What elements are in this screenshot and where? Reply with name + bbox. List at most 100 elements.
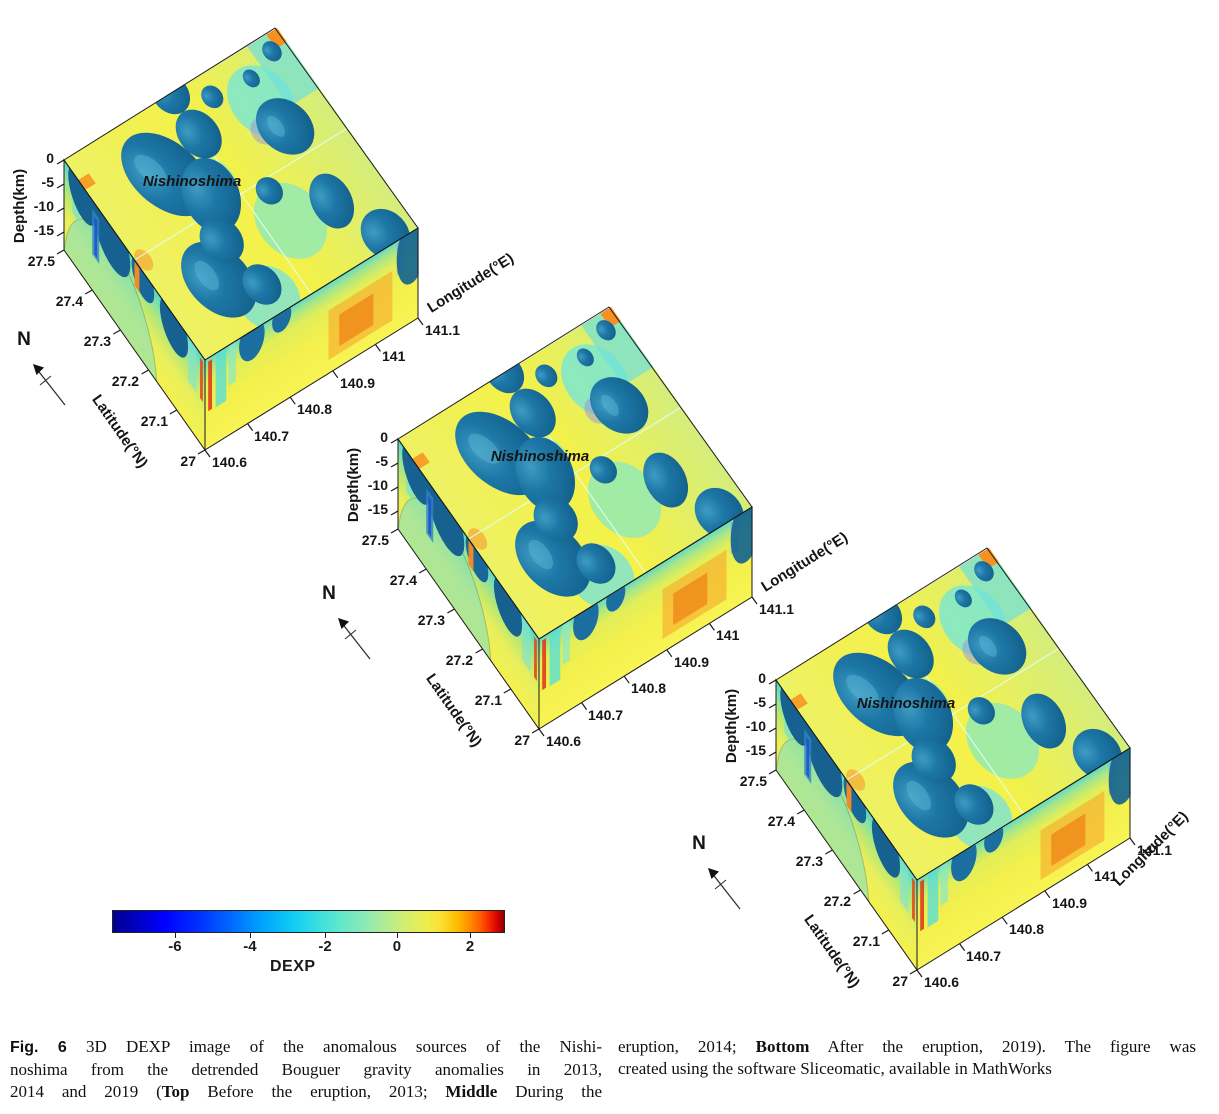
lat-tick: 27.4	[390, 572, 417, 588]
caption-line: created using the software Sliceomatic, …	[618, 1058, 1196, 1080]
caption-line: 2014 and 2019 (Top Before the eruption, …	[10, 1081, 602, 1103]
lon-tick: 141.1	[1137, 842, 1172, 858]
caption-line: eruption, 2014; Bottom After the eruptio…	[618, 1036, 1196, 1058]
lon-tick: 140.6	[212, 454, 247, 470]
lon-tick: 141	[716, 627, 740, 643]
colorbar-gradient	[112, 910, 505, 933]
figure-number: Fig. 6	[10, 1039, 67, 1056]
lat-tick: 27.1	[475, 692, 502, 708]
north-compass: N	[322, 583, 371, 660]
colorbar-tick-label: 2	[465, 938, 475, 955]
depth-tick: 0	[380, 429, 388, 445]
colorbar-tickmark	[325, 933, 326, 938]
north-compass: N	[17, 329, 66, 406]
north-label: N	[17, 329, 31, 350]
figure-plots-svg: Nishinoshima Depth(km) Latitude(°N) Long…	[11, 0, 1192, 1014]
depth-tick: -10	[34, 198, 54, 214]
depth-tick: -15	[368, 501, 388, 517]
caption-keyword-bottom: Bottom	[755, 1037, 810, 1056]
depth-tick: -10	[368, 477, 388, 493]
colorbar-tickmark	[174, 933, 176, 938]
lat-tick: 27.5	[740, 773, 767, 789]
island-label: Nishinoshima	[143, 173, 241, 190]
caption-right-column: eruption, 2014; Bottom After the eruptio…	[618, 1036, 1196, 1103]
lat-tick: 27.5	[28, 253, 55, 269]
colorbar-tick-label: 0	[392, 938, 402, 955]
lat-tick-labels: 27.5 27.4 27.3 27.2 27.1 27	[362, 532, 530, 748]
depth-tick: -5	[754, 694, 767, 710]
colorbar-tickmark	[470, 933, 472, 938]
lon-tick: 140.7	[254, 428, 289, 444]
lat-tick: 27.1	[853, 933, 880, 949]
lat-tick: 27.4	[56, 293, 83, 309]
caption-text: During the	[497, 1082, 602, 1101]
north-label: N	[322, 583, 336, 604]
lat-tick: 27	[180, 453, 196, 469]
lat-tick: 27.2	[112, 373, 139, 389]
depth-axis-label: Depth(km)	[345, 448, 362, 522]
north-arrow-icon	[707, 867, 741, 910]
lon-tick: 140.6	[924, 974, 959, 990]
lat-tick-labels: 27.5 27.4 27.3 27.2 27.1 27	[28, 253, 196, 469]
lat-tick: 27.3	[418, 612, 445, 628]
figure-caption: Fig. 6 3D DEXP image of the anomalous so…	[10, 1036, 1196, 1103]
depth-tick: 0	[46, 150, 54, 166]
lat-tick: 27	[892, 973, 908, 989]
depth-tick-labels: 0 -5 -10 -15	[368, 429, 388, 517]
colorbar-tickmark	[249, 933, 251, 938]
lon-tick-labels: 140.6 140.7 140.8 140.9 141 141.1	[924, 842, 1172, 990]
colorbar: -6 -4 -2 0 2 DEXP	[112, 910, 505, 990]
colorbar-tick-label: -2	[318, 938, 332, 955]
caption-text: Before the eruption, 2013;	[189, 1082, 446, 1101]
lon-tick-labels: 140.6 140.7 140.8 140.9 141 141.1	[212, 322, 460, 470]
lon-axis-label: Longitude(°E)	[424, 250, 517, 317]
lon-tick: 140.9	[1052, 895, 1087, 911]
caption-text: 3D DEXP image of the anomalous sources o…	[66, 1037, 602, 1056]
lat-tick: 27.2	[824, 893, 851, 909]
depth-tick: 0	[758, 670, 766, 686]
colorbar-tick-label: -6	[168, 938, 182, 955]
lon-tick: 141	[1094, 868, 1118, 884]
lat-axis-label: Latitude(°N)	[88, 392, 151, 472]
north-arrow-icon	[337, 617, 371, 660]
lon-tick: 140.9	[340, 375, 375, 391]
lat-tick: 27.4	[768, 813, 795, 829]
caption-text: eruption, 2014;	[618, 1037, 756, 1056]
north-label: N	[692, 833, 706, 854]
lon-axis-label: Longitude(°E)	[758, 529, 851, 596]
depth-tick: -5	[376, 453, 389, 469]
lat-tick: 27.3	[796, 853, 823, 869]
caption-left-column: Fig. 6 3D DEXP image of the anomalous so…	[10, 1036, 602, 1103]
lon-tick: 141	[382, 348, 406, 364]
depth-tick-labels: 0 -5 -10 -15	[34, 150, 54, 238]
lon-tick: 140.6	[546, 733, 581, 749]
caption-keyword-middle: Middle	[445, 1082, 498, 1101]
lat-tick: 27.1	[141, 413, 168, 429]
lon-tick-labels: 140.6 140.7 140.8 140.9 141 141.1	[546, 601, 794, 749]
plot3d-middle: Nishinoshima Depth(km) Latitude(°N) Long…	[322, 289, 851, 825]
caption-text: created using the software Sliceomatic, …	[618, 1059, 1052, 1078]
colorbar-tick-label: -4	[243, 938, 257, 955]
lat-axis-label: Latitude(°N)	[800, 912, 863, 992]
caption-text: 2014 and 2019 (	[10, 1082, 162, 1101]
caption-line: noshima from the detrended Bouguer gravi…	[10, 1059, 602, 1081]
lat-tick: 27.3	[84, 333, 111, 349]
colorbar-tickmark	[396, 933, 398, 938]
north-arrow-icon	[32, 363, 66, 406]
colorbar-label: DEXP	[269, 958, 316, 975]
depth-axis-label: Depth(km)	[723, 689, 740, 763]
lon-tick: 140.7	[966, 948, 1001, 964]
lon-tick: 140.8	[297, 401, 332, 417]
lat-tick: 27.5	[362, 532, 389, 548]
lat-tick: 27.2	[446, 652, 473, 668]
north-compass: N	[692, 833, 741, 910]
lat-axis-label: Latitude(°N)	[422, 671, 485, 751]
lon-tick: 140.7	[588, 707, 623, 723]
depth-tick: -15	[746, 742, 766, 758]
island-label: Nishinoshima	[491, 448, 589, 465]
depth-tick: -10	[746, 718, 766, 734]
depth-tick: -15	[34, 222, 54, 238]
lon-tick: 141.1	[759, 601, 794, 617]
lon-tick: 141.1	[425, 322, 460, 338]
